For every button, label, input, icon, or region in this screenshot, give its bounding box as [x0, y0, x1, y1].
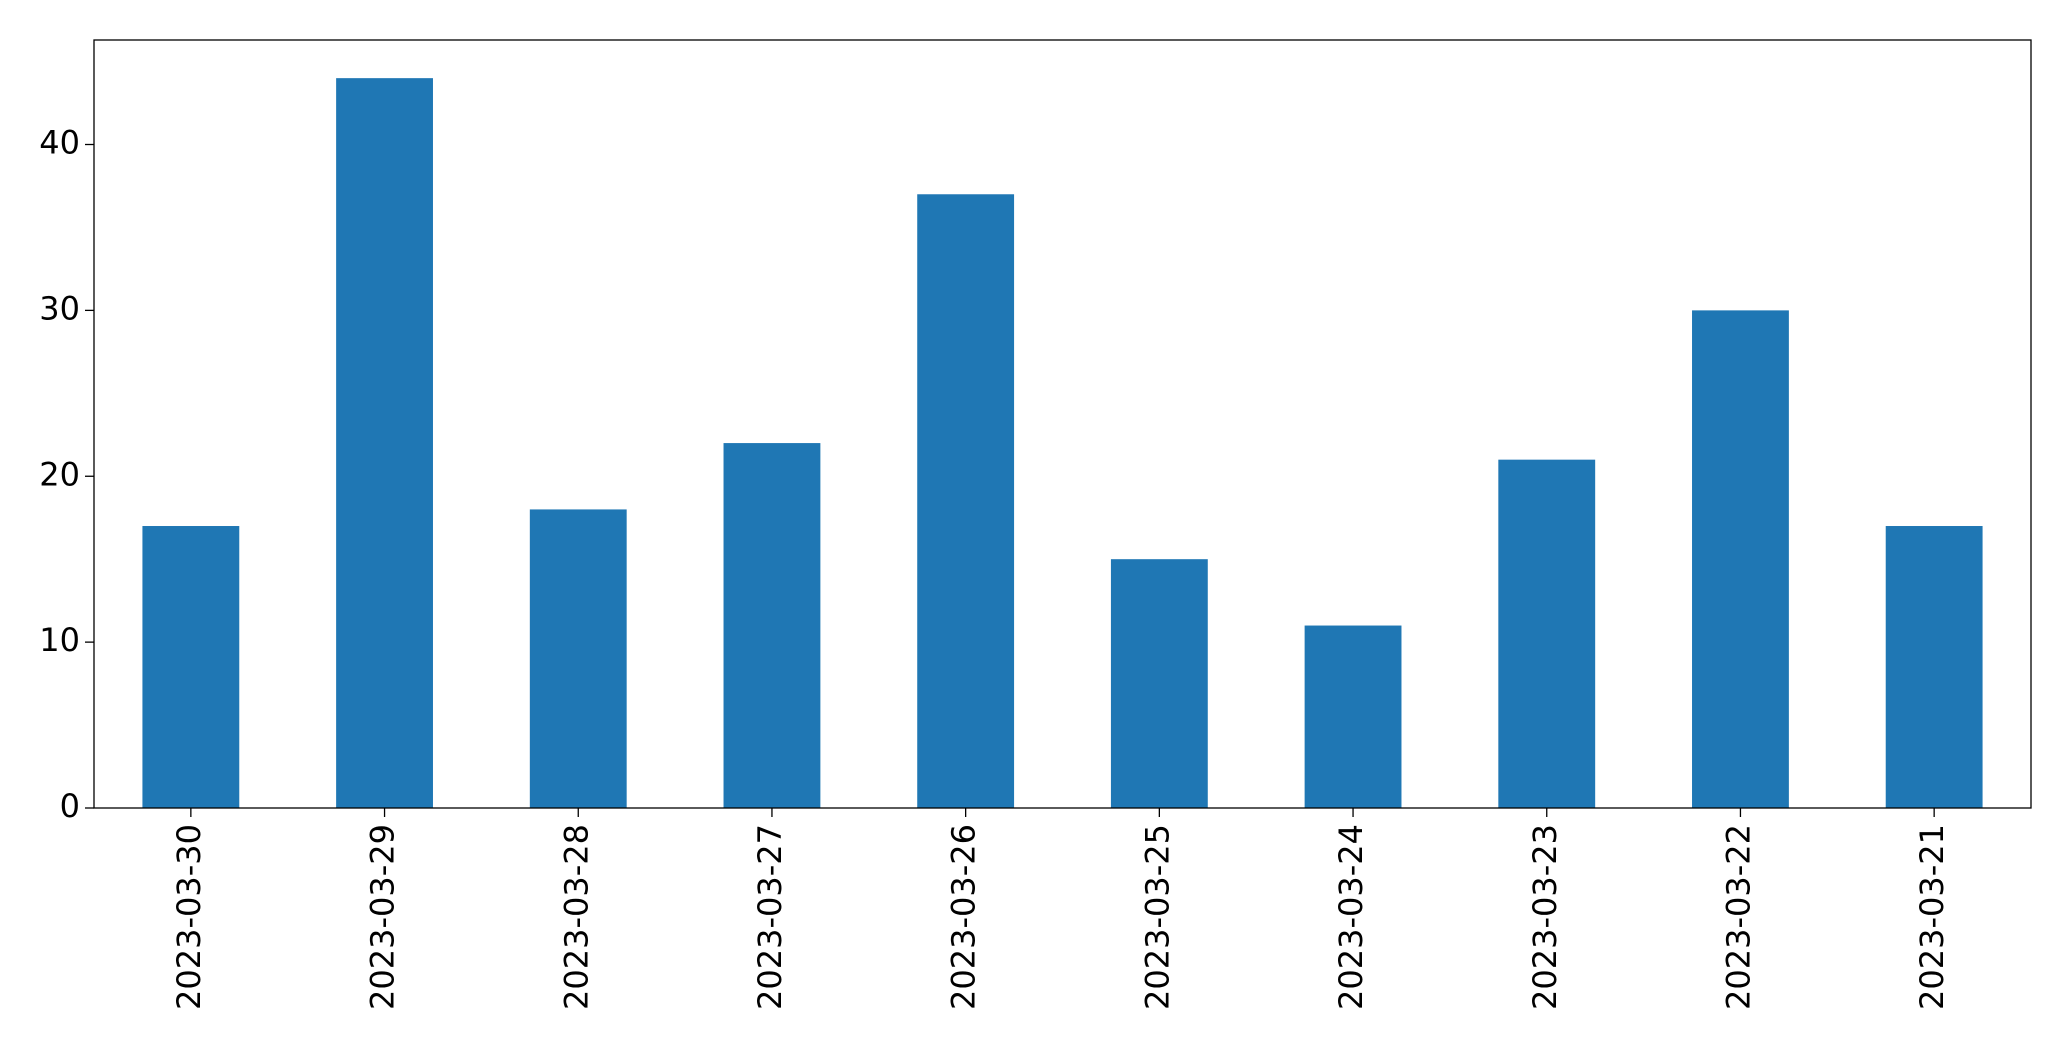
bar: [142, 526, 240, 808]
bar: [917, 194, 1015, 809]
bar: [1692, 310, 1789, 808]
bar: [1304, 625, 1402, 808]
bar: [529, 509, 627, 808]
y-tick-label: 20: [39, 455, 80, 493]
plot-frame: [93, 39, 2032, 809]
y-tick-label: 40: [39, 124, 80, 162]
bar: [1110, 559, 1208, 808]
x-tick-label: 2023-03-23: [1526, 824, 1564, 1010]
bar: [723, 443, 821, 808]
x-tick-label: 2023-03-22: [1719, 824, 1757, 1010]
x-tick-label: 2023-03-24: [1332, 824, 1370, 1010]
bar: [1498, 459, 1596, 808]
y-tick-label: 10: [39, 621, 80, 659]
y-tick-label: 30: [39, 289, 80, 327]
y-tick-label: 0: [60, 787, 80, 825]
x-tick-label: 2023-03-30: [170, 824, 208, 1010]
x-tick-label: 2023-03-25: [1138, 824, 1176, 1010]
x-tick-label: 2023-03-29: [364, 824, 402, 1010]
x-tick-label: 2023-03-21: [1913, 824, 1951, 1010]
x-tick-label: 2023-03-28: [557, 824, 595, 1010]
bar: [1885, 526, 1983, 808]
bar: [336, 78, 433, 809]
x-tick-label: 2023-03-27: [751, 824, 789, 1010]
x-tick-label: 2023-03-26: [945, 824, 983, 1010]
